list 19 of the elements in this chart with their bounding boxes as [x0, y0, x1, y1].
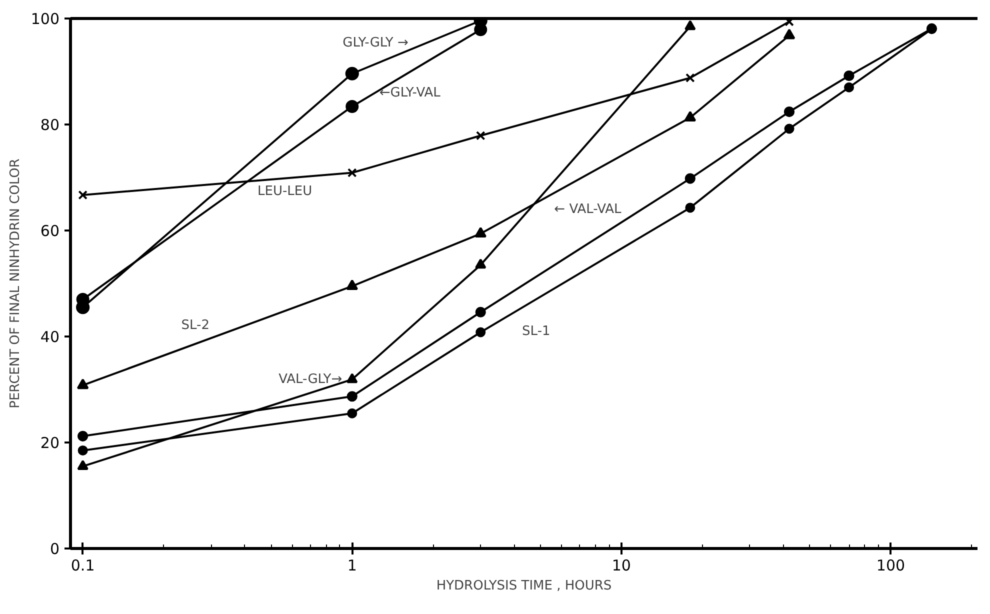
- series-label: SL-2: [181, 318, 210, 334]
- series-label: ← VAL-VAL: [554, 202, 622, 218]
- y-tick-label: 40: [40, 328, 60, 346]
- x-tick-label: 1: [347, 556, 357, 574]
- y-axis-title: PERCENT OF FINAL NINHYDRIN COLOR: [8, 158, 23, 408]
- x-tick-label: 10: [612, 556, 631, 574]
- y-tick-label: 60: [40, 222, 60, 240]
- x-tick-label: 100: [876, 556, 906, 574]
- y-tick-label: 100: [30, 10, 60, 28]
- series-label: LEU-LEU: [257, 184, 312, 199]
- series-label: ←GLY-VAL: [379, 85, 442, 100]
- series-label: VAL-GLY→: [278, 372, 342, 387]
- x-tick-label: 0.1: [70, 556, 95, 574]
- series-label: SL-1: [522, 324, 550, 340]
- x-axis-title: HYDROLYSIS TIME , HOURS: [436, 578, 612, 594]
- y-tick-label: 80: [40, 116, 60, 134]
- y-tick-label: 20: [40, 434, 60, 452]
- y-tick-label: 0: [50, 540, 60, 558]
- series-label: GLY-GLY →: [342, 36, 408, 51]
